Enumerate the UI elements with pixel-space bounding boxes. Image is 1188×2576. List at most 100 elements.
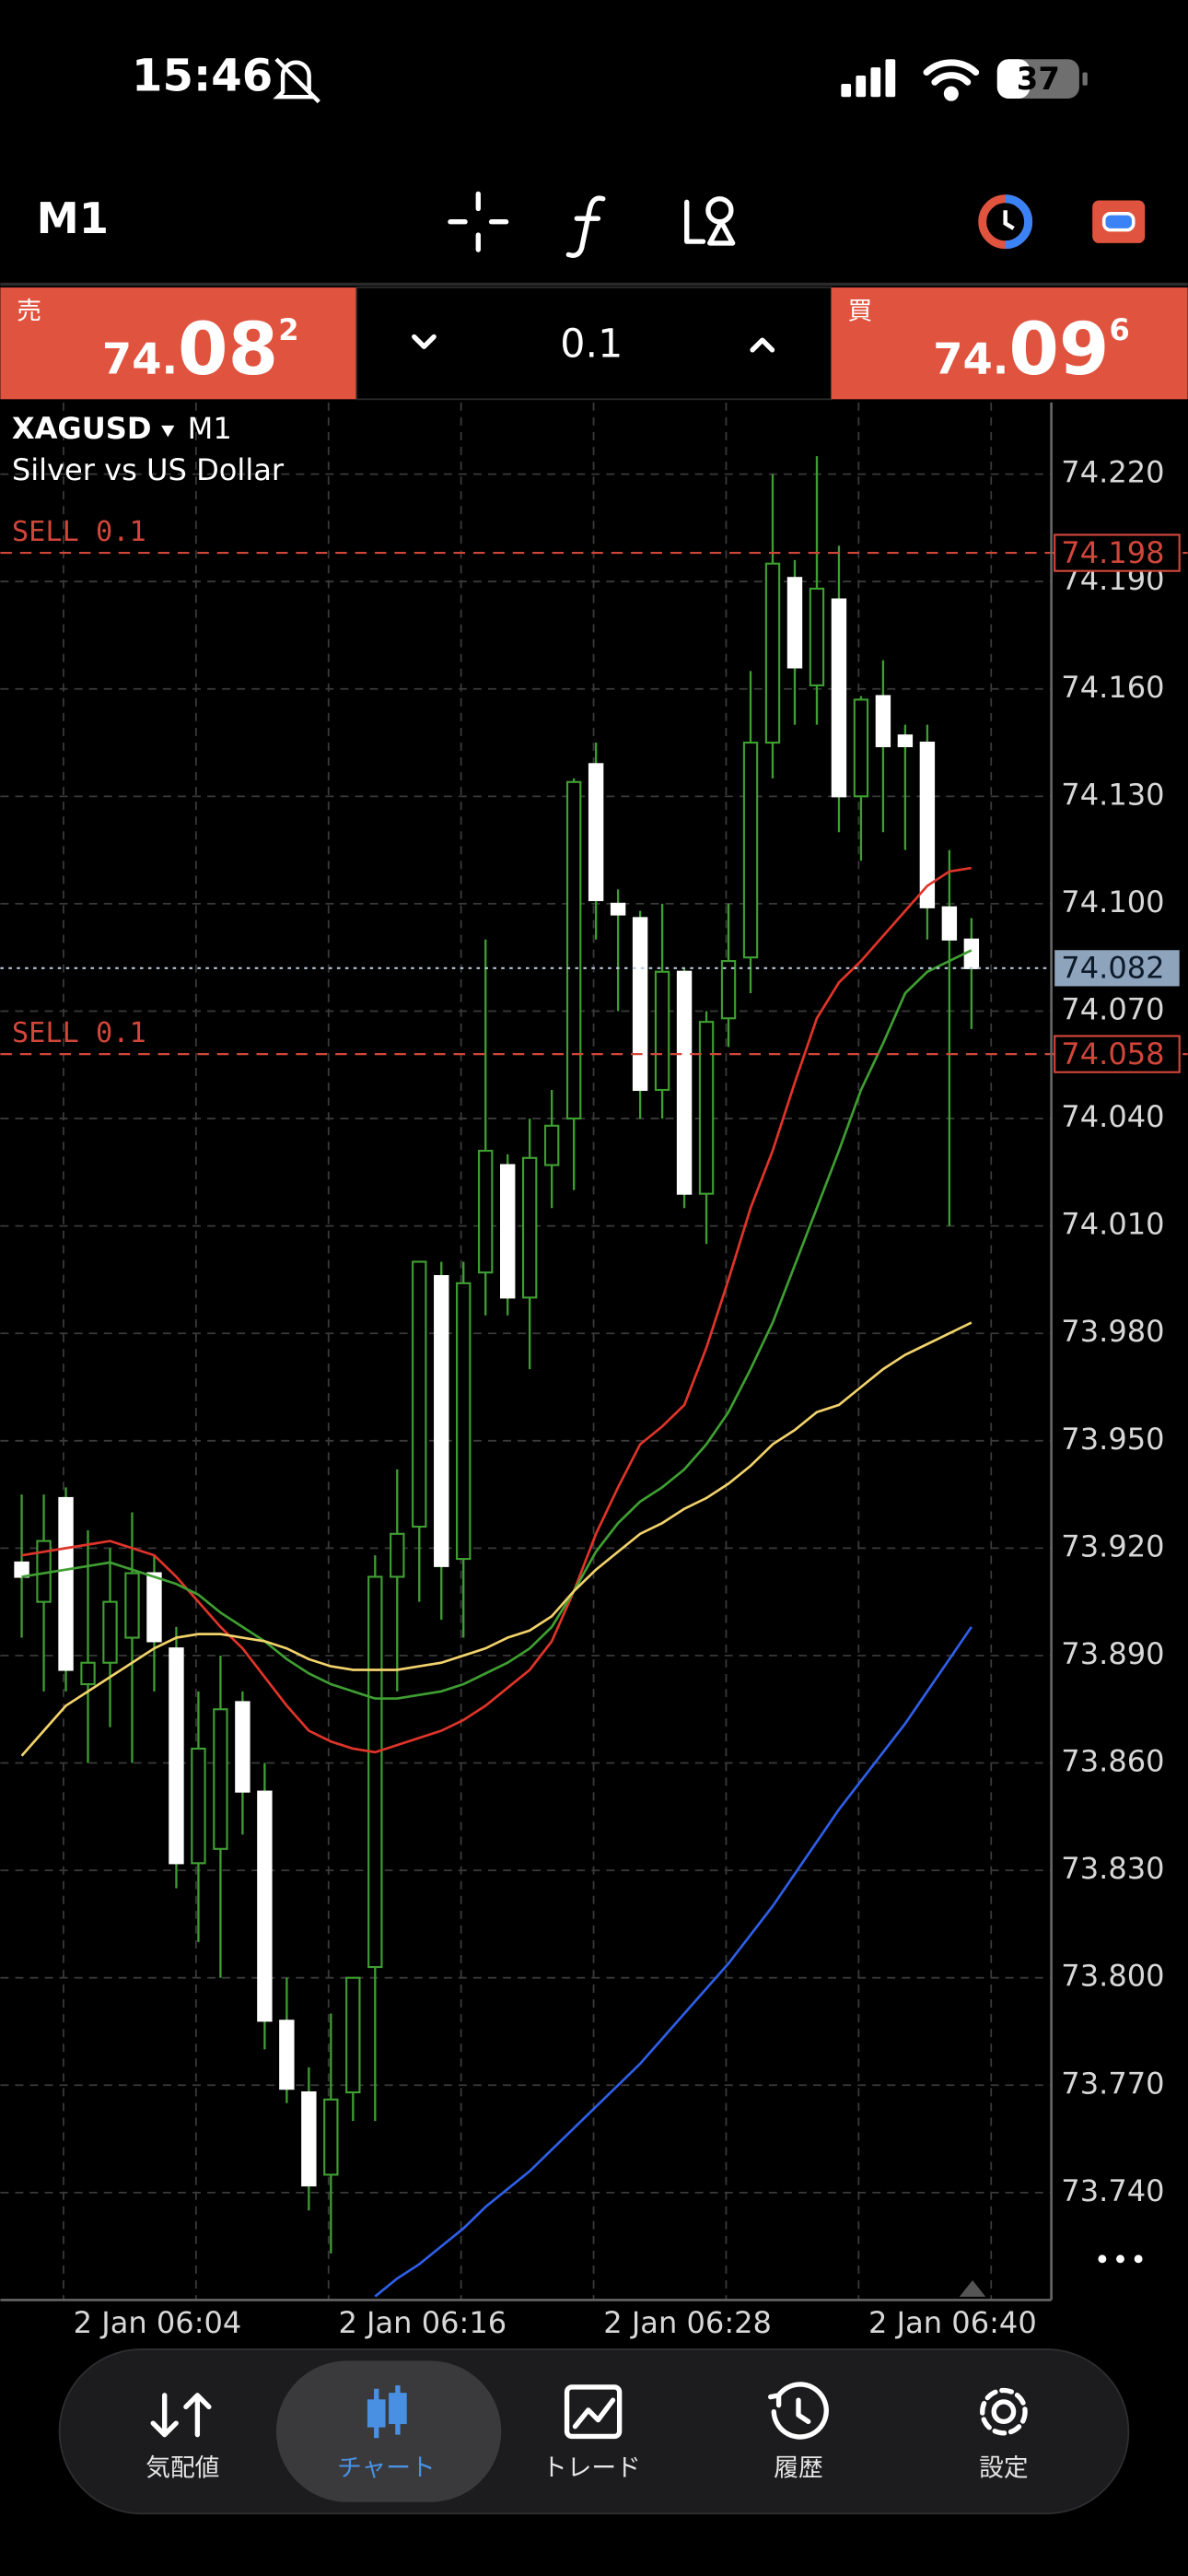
candle-body [720, 960, 737, 1020]
candle-body [191, 1747, 206, 1865]
y-tick-label: 73.980 [1061, 1314, 1164, 1349]
y-tick-label: 74.100 [1061, 884, 1164, 919]
candle-body [80, 1661, 96, 1686]
y-tick-label: 74.160 [1061, 670, 1164, 705]
order-price-box [1054, 1035, 1181, 1073]
candle-body [412, 1260, 427, 1528]
candle-body [610, 902, 626, 916]
trade-button[interactable] [1092, 200, 1146, 243]
candle-body [521, 1156, 538, 1299]
tab-trade[interactable]: トレード [542, 2454, 641, 2483]
y-tick-label: 73.860 [1061, 1744, 1164, 1779]
candle-body [500, 1164, 516, 1299]
tab-settings[interactable]: 設定 [979, 2454, 1028, 2483]
buy-price-pips: 09 [1008, 308, 1109, 392]
indicators-button[interactable] [565, 195, 606, 258]
candle-body [146, 1572, 162, 1643]
buy-price-point: 6 [1110, 312, 1130, 347]
candle-body [102, 1600, 118, 1664]
candle-body [786, 577, 803, 669]
order-label: SELL 0.1 [12, 1017, 146, 1049]
candle-body [169, 1647, 184, 1865]
y-tick-label: 73.770 [1061, 2066, 1164, 2101]
sell-button[interactable] [0, 287, 357, 400]
candle-body [478, 1149, 494, 1274]
volume-value[interactable]: 0.1 [560, 322, 623, 368]
sell-label: 売 [17, 297, 41, 325]
order-price-label: 74.198 [1061, 535, 1164, 570]
x-tick-label: 2 Jan 06:28 [603, 2305, 772, 2340]
buy-price-base: 74. [933, 334, 1008, 383]
shift-marker[interactable] [959, 2280, 986, 2297]
battery-icon: 37 [996, 59, 1088, 99]
ma-line [21, 866, 973, 1754]
candle-body [919, 741, 936, 908]
candle-body [565, 780, 582, 1120]
candle-body [301, 2090, 317, 2187]
y-tick-label: 73.830 [1061, 1851, 1164, 1886]
y-tick-label: 73.920 [1061, 1528, 1164, 1563]
candle-body [831, 598, 847, 798]
quotes-icon[interactable] [150, 2393, 212, 2438]
candle-body [853, 698, 869, 798]
buy-price: 74.096 [933, 308, 1130, 392]
tab-chart[interactable]: チャート [337, 2454, 436, 2483]
candle-body [434, 1274, 449, 1567]
chart-icon[interactable] [367, 2385, 407, 2439]
ma-line [20, 1321, 973, 1757]
x-tick-label: 2 Jan 06:16 [338, 2305, 507, 2340]
trade-icon[interactable] [564, 2384, 623, 2440]
history-chart-button[interactable] [978, 194, 1033, 250]
volume-up[interactable] [750, 337, 775, 353]
plot-area [14, 456, 980, 2298]
candle-body [58, 1496, 74, 1671]
status-time: 15:46 [132, 51, 273, 102]
history-icon[interactable] [768, 2382, 829, 2440]
wifi-icon [923, 59, 980, 101]
timeframe-button[interactable]: M1 [37, 193, 109, 243]
candle-body [124, 1572, 140, 1639]
y-tick-label: 74.010 [1061, 1207, 1164, 1242]
candle-body [323, 2098, 339, 2176]
order-label: SELL 0.1 [12, 516, 146, 548]
ma-line [374, 1626, 973, 2298]
tab-quotes[interactable]: 気配値 [146, 2454, 219, 2483]
candle-body [279, 2020, 295, 2090]
candle-body [742, 741, 759, 959]
candle-body [698, 1021, 715, 1195]
current-price-label: 74.082 [1061, 951, 1164, 986]
chart-symbol[interactable]: XAGUSD [12, 411, 152, 446]
y-tick-label: 73.950 [1061, 1422, 1164, 1457]
current-price-box [1054, 950, 1180, 987]
x-tick-label: 2 Jan 06:04 [74, 2305, 242, 2340]
candle-body [588, 763, 604, 902]
sell-price-pips: 08 [178, 308, 278, 392]
more-button[interactable] [1098, 2254, 1143, 2264]
candle-body [235, 1701, 250, 1793]
overlay: 73.740 73.770 73.800 73.830 73.860 73.890 73.9… [0, 455, 1188, 2340]
candle-body [257, 1790, 273, 2022]
y-tick-label: 74.070 [1061, 991, 1164, 1026]
y-tick-label: 74.220 [1061, 455, 1164, 490]
signal-icon [841, 59, 896, 98]
tab-history[interactable]: 履歴 [774, 2454, 822, 2483]
candle-body [345, 1976, 361, 2094]
crosshair-button[interactable] [448, 191, 509, 252]
volume-down[interactable] [412, 334, 437, 349]
y-tick-label: 73.740 [1061, 2173, 1164, 2208]
objects-button[interactable] [684, 196, 736, 246]
buy-label: 買 [847, 297, 872, 325]
symbol-dropdown[interactable] [161, 425, 175, 438]
y-tick-label: 74.130 [1061, 777, 1164, 812]
chart-subtitle: Silver vs US Dollar [12, 452, 285, 487]
settings-icon[interactable] [980, 2387, 1028, 2436]
buy-button[interactable] [831, 287, 1188, 400]
order-price-box [1054, 533, 1181, 572]
y-tick-label: 74.040 [1061, 1099, 1164, 1134]
candle-body [809, 587, 825, 686]
candle-body [676, 970, 693, 1195]
candle-body [213, 1708, 228, 1850]
